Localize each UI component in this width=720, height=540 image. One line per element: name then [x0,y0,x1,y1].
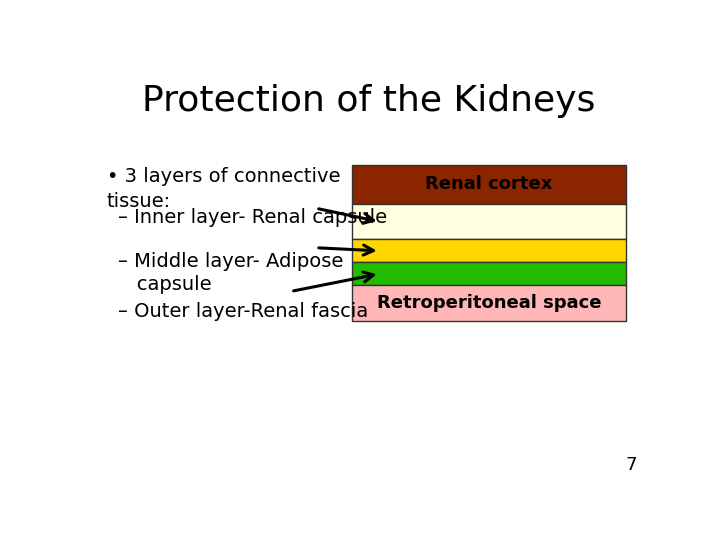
Bar [352,285,626,321]
Text: – Middle layer- Adipose
   capsule: – Middle layer- Adipose capsule [118,252,343,294]
Text: Renal cortex: Renal cortex [426,176,553,193]
Text: – Outer layer-Renal fascia: – Outer layer-Renal fascia [118,302,368,321]
Text: 7: 7 [626,456,637,474]
Text: Retroperitoneal space: Retroperitoneal space [377,294,601,312]
Bar [352,262,626,285]
Text: Protection of the Kidneys: Protection of the Kidneys [143,84,595,118]
Bar [352,204,626,239]
Text: • 3 layers of connective
tissue:: • 3 layers of connective tissue: [107,167,341,211]
Text: – Inner layer- Renal capsule: – Inner layer- Renal capsule [118,208,387,227]
Bar [352,239,626,262]
Bar [352,165,626,204]
